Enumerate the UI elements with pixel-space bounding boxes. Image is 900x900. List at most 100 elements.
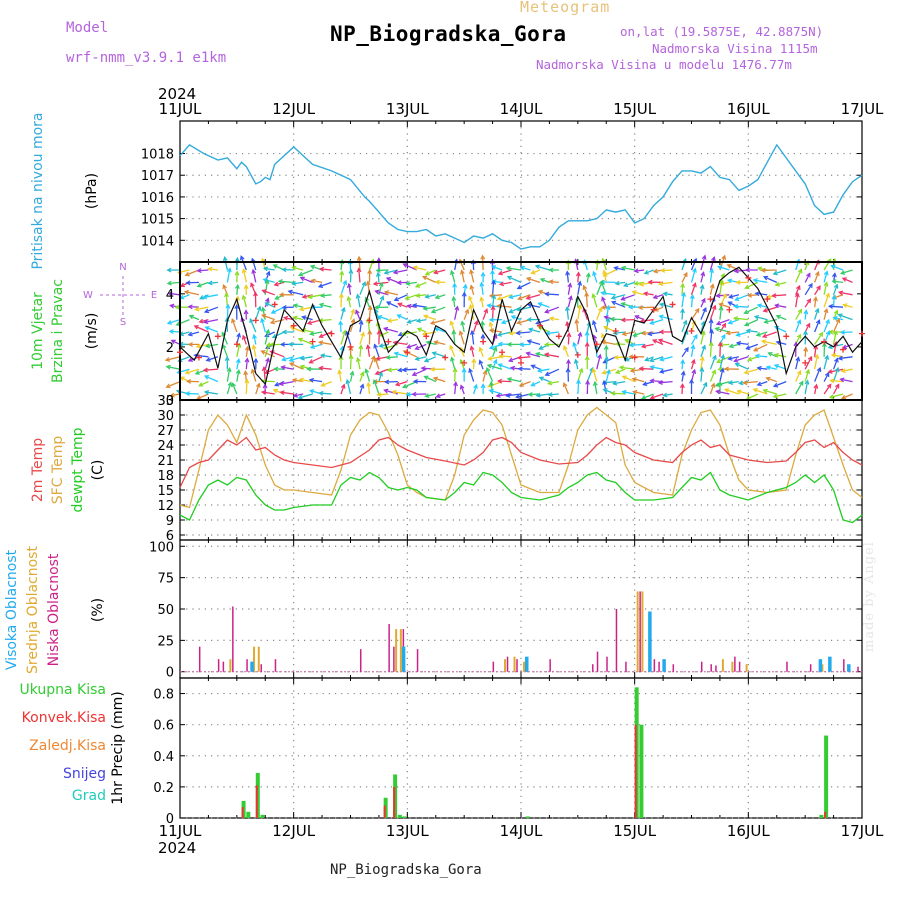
wind-vector [511, 315, 522, 321]
wind-arrowhead [491, 279, 496, 285]
wind-vector [434, 269, 446, 274]
wind-arrowhead [169, 392, 175, 398]
wind-arrowhead [692, 267, 697, 273]
wind-arrowhead [425, 340, 431, 346]
wind-vector [264, 280, 269, 295]
wind-vector [488, 356, 503, 360]
wind-arrowhead [585, 272, 591, 278]
wind-arrowhead [288, 357, 294, 363]
wind-gust-marker [821, 338, 828, 345]
wind-vector [359, 384, 364, 395]
wind-arrowhead [376, 329, 382, 335]
cloud-bar-niska [274, 659, 277, 672]
wind-vector [394, 352, 408, 358]
wind-vector [491, 295, 495, 308]
wind-vector [359, 281, 366, 296]
wind-gust-marker [650, 306, 657, 313]
wind-arrowhead [621, 375, 627, 380]
wind-vector [452, 297, 456, 308]
wind-arrowhead [292, 315, 298, 321]
wind-vector [614, 267, 626, 271]
wind-vector [832, 295, 835, 308]
wind-vector [813, 345, 817, 357]
wind-arrowhead [340, 383, 346, 389]
wind-vector [499, 355, 512, 358]
wind-arrowhead [373, 343, 378, 349]
wind-vector [538, 302, 550, 308]
wind-vector [766, 366, 777, 370]
wind-arrowhead [262, 266, 269, 272]
wind-vector [716, 294, 730, 297]
wind-vector [795, 357, 800, 370]
wind-vector [491, 306, 494, 320]
wind-vector [734, 305, 749, 308]
wind-arrowhead [365, 344, 371, 350]
year-label-bottom: 2024 [158, 839, 196, 857]
wind-arrowhead [266, 342, 271, 348]
sfc-temp-line [179, 406, 863, 509]
wind-vector [516, 331, 531, 334]
wind-arrowhead [496, 378, 503, 384]
wind-vector [663, 292, 673, 296]
wind-vector [563, 383, 569, 395]
wind-arrowhead [767, 352, 773, 357]
wind-vector [829, 305, 844, 308]
wind-vector [482, 370, 487, 382]
wind-arrowhead [234, 270, 240, 276]
wind-arrowhead [356, 267, 362, 273]
wind-vector [577, 332, 582, 345]
cloud-bar-niska [606, 656, 608, 672]
wind-arrowhead [166, 267, 172, 273]
wind-arrowhead [813, 383, 819, 389]
wind-arrowhead [506, 275, 512, 281]
wind-arrowhead [823, 307, 829, 314]
wind-arrowhead [420, 365, 426, 371]
cloud-bar-srednja [636, 591, 639, 672]
wind-arrowhead [527, 327, 534, 333]
wind-arrowhead [184, 271, 190, 277]
wind-arrowhead [385, 301, 392, 306]
wind-arrowhead [743, 369, 749, 375]
x-tick-label-top: 15JUL [613, 100, 656, 118]
cloud-y-tick-label: 100 [149, 540, 174, 555]
wind-vector [774, 354, 787, 358]
wind-arrowhead [527, 391, 533, 397]
wind-vector [461, 270, 465, 283]
wind-arrowhead [394, 381, 401, 387]
wind-arrowhead [825, 292, 831, 298]
wind-arrowhead [265, 357, 270, 363]
wind-vector [293, 316, 304, 321]
temp-y-tick-label: 24 [157, 439, 174, 454]
wind-arrowhead [165, 383, 171, 389]
wind-arrowhead [815, 270, 820, 277]
wind-arrowhead [591, 319, 597, 326]
wind-vector [251, 369, 257, 382]
wind-arrowhead [342, 279, 348, 285]
wind-arrowhead [377, 315, 383, 320]
wind-vector [681, 320, 687, 333]
wind-arrowhead [402, 263, 408, 268]
wind-arrowhead [505, 266, 511, 271]
wind-vector [804, 369, 810, 382]
wind-vector [470, 285, 475, 295]
wind-vector [734, 356, 749, 362]
wind-arrowhead [709, 283, 715, 289]
wind-arrowhead [469, 268, 474, 275]
wind-arrowhead [422, 305, 428, 311]
wind-vector [348, 283, 352, 295]
wind-vector [384, 291, 399, 296]
wind-vector [425, 294, 436, 298]
wind-vector [298, 393, 313, 399]
wind-vector [368, 356, 375, 370]
wind-arrowhead [487, 356, 493, 361]
wind-arrowhead [614, 280, 620, 286]
wind-vector [823, 282, 828, 295]
wind-vector [292, 281, 304, 285]
bottom-station-name: NP_Biogradska_Gora [330, 862, 482, 878]
wind-arrowhead [714, 382, 720, 388]
wind-arrowhead [584, 355, 590, 361]
wind-vector [548, 380, 560, 385]
cloud-bar-visoka [847, 664, 851, 672]
wind-vector [650, 318, 664, 325]
wind-vector [639, 367, 654, 370]
